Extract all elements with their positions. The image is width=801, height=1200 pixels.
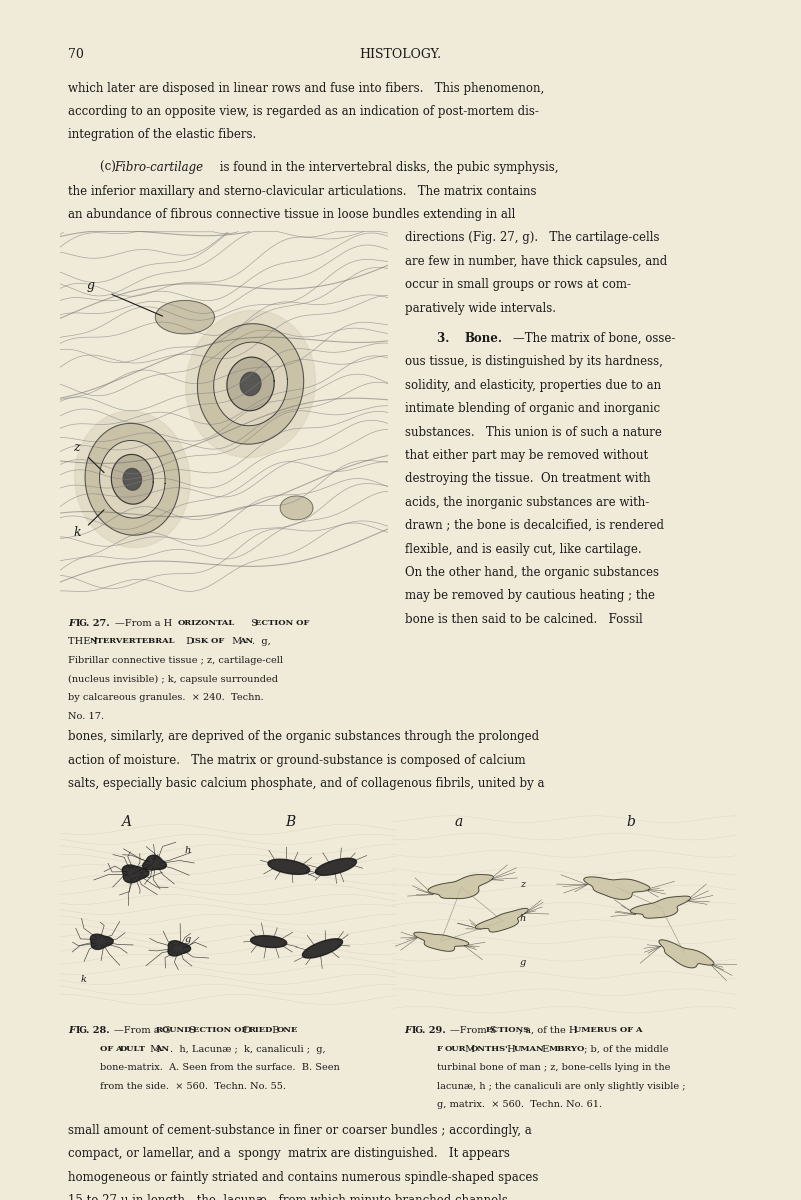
Text: drawn ; the bone is decalcified, is rendered: drawn ; the bone is decalcified, is rend… [405, 520, 663, 532]
Text: is found in the intervertebral disks, the pubic symphysis,: is found in the intervertebral disks, th… [216, 161, 559, 174]
Text: ous tissue, is distinguished by its hardness,: ous tissue, is distinguished by its hard… [405, 355, 662, 368]
Text: —From S: —From S [450, 1026, 497, 1034]
Text: IG: IG [412, 1026, 424, 1034]
Text: .  g,: . g, [252, 637, 271, 647]
Text: Fibro-cartilage: Fibro-cartilage [115, 161, 203, 174]
Text: OUR: OUR [445, 1044, 466, 1052]
Text: DULT: DULT [119, 1044, 145, 1052]
Text: D: D [183, 637, 194, 647]
Text: 3.: 3. [437, 332, 457, 344]
Text: solidity, and elasticity, properties due to an: solidity, and elasticity, properties due… [405, 379, 661, 391]
Text: . 28.: . 28. [86, 1026, 109, 1034]
Text: (c): (c) [100, 161, 123, 174]
Text: lacunæ, h ; the canaliculi are only slightly visible ;: lacunæ, h ; the canaliculi are only slig… [437, 1081, 685, 1091]
Text: intimate blending of organic and inorganic: intimate blending of organic and inorgan… [405, 402, 660, 415]
Text: ROUND: ROUND [155, 1026, 191, 1034]
Text: (nucleus invisible) ; k, capsule surrounded: (nucleus invisible) ; k, capsule surroun… [68, 674, 278, 684]
Text: NTERVERTEBRAL: NTERVERTEBRAL [90, 637, 175, 646]
Text: according to an opposite view, is regarded as an indication of post-mortem dis-: according to an opposite view, is regard… [68, 104, 539, 118]
Text: the inferior maxillary and sterno-clavicular articulations.   The matrix contain: the inferior maxillary and sterno-clavic… [68, 185, 537, 198]
Text: M: M [147, 1044, 160, 1054]
Text: F: F [405, 1026, 412, 1034]
Text: 70: 70 [68, 48, 84, 61]
Text: S: S [186, 1026, 195, 1034]
Text: D: D [240, 1026, 252, 1034]
Text: RIED: RIED [248, 1026, 272, 1034]
Text: that either part may be removed without: that either part may be removed without [405, 449, 648, 462]
Text: Bone.: Bone. [465, 332, 502, 344]
Text: M: M [229, 637, 243, 647]
Text: flexible, and is easily cut, like cartilage.: flexible, and is easily cut, like cartil… [405, 542, 641, 556]
Text: F: F [437, 1044, 442, 1052]
Text: ONTHS': ONTHS' [471, 1044, 509, 1052]
Text: M: M [462, 1044, 476, 1054]
Text: . 29.: . 29. [422, 1026, 445, 1034]
Text: acids, the inorganic substances are with-: acids, the inorganic substances are with… [405, 496, 649, 509]
Text: —The matrix of bone, osse-: —The matrix of bone, osse- [513, 332, 675, 344]
Text: . 27.: . 27. [86, 619, 109, 628]
Text: AN: AN [239, 637, 253, 646]
Text: , a, of the H: , a, of the H [519, 1026, 578, 1034]
Text: H: H [504, 1044, 516, 1054]
Text: by calcareous granules.  × 240.  Techn.: by calcareous granules. × 240. Techn. [68, 694, 264, 702]
Text: turbinal bone of man ; z, bone-cells lying in the: turbinal bone of man ; z, bone-cells lyi… [437, 1063, 670, 1072]
Text: On the other hand, the organic substances: On the other hand, the organic substance… [405, 566, 658, 578]
Text: may be removed by cautious heating ; the: may be removed by cautious heating ; the [405, 589, 654, 602]
Text: homogeneous or faintly striated and contains numerous spindle-shaped spaces: homogeneous or faintly striated and cont… [68, 1170, 538, 1183]
Text: destroying the tissue.  On treatment with: destroying the tissue. On treatment with [405, 473, 650, 485]
Text: from the side.  × 560.  Techn. No. 55.: from the side. × 560. Techn. No. 55. [100, 1081, 286, 1091]
Text: ISK OF: ISK OF [191, 637, 224, 646]
Text: action of moisture.   The matrix or ground-substance is composed of calcium: action of moisture. The matrix or ground… [68, 754, 525, 767]
Text: 15 to 27 μ in length—the  lacunæ—from which minute branched channels—: 15 to 27 μ in length—the lacunæ—from whi… [68, 1194, 520, 1200]
Text: g, matrix.  × 560.  Techn. No. 61.: g, matrix. × 560. Techn. No. 61. [437, 1100, 602, 1109]
Text: compact, or lamellar, and a  spongy  matrix are distinguished.   It appears: compact, or lamellar, and a spongy matri… [68, 1147, 510, 1160]
Text: —From a G: —From a G [114, 1026, 170, 1034]
Text: IG: IG [75, 619, 87, 628]
Text: integration of the elastic fibers.: integration of the elastic fibers. [68, 128, 256, 142]
Text: F: F [68, 619, 75, 628]
Text: Fibrillar connective tissue ; z, cartilage-cell: Fibrillar connective tissue ; z, cartila… [68, 656, 283, 665]
Text: substances.   This union is of such a nature: substances. This union is of such a natu… [405, 426, 662, 438]
Text: salts, especially basic calcium phosphate, and of collagenous fibrils, united by: salts, especially basic calcium phosphat… [68, 778, 545, 791]
Text: are few in number, have thick capsules, and: are few in number, have thick capsules, … [405, 254, 666, 268]
Text: paratively wide intervals.: paratively wide intervals. [405, 301, 556, 314]
Text: IG: IG [75, 1026, 87, 1034]
Text: ECTIONS: ECTIONS [485, 1026, 529, 1034]
Text: S: S [248, 619, 257, 628]
Text: UMERUS OF A: UMERUS OF A [574, 1026, 642, 1034]
Text: .  h, Lacunæ ;  k, canaliculi ;  g,: . h, Lacunæ ; k, canaliculi ; g, [170, 1044, 325, 1054]
Text: —From a H: —From a H [115, 619, 171, 628]
Text: ORIZONTAL: ORIZONTAL [178, 619, 235, 626]
Text: directions (Fig. 27, g).   The cartilage-cells: directions (Fig. 27, g). The cartilage-c… [405, 232, 659, 245]
Text: ECTION OF: ECTION OF [255, 619, 309, 626]
Text: occur in small groups or rows at com-: occur in small groups or rows at com- [405, 278, 630, 292]
Text: ECTION OF: ECTION OF [193, 1026, 248, 1034]
Text: ONE: ONE [276, 1026, 298, 1034]
Text: bones, similarly, are deprived of the organic substances through the prolonged: bones, similarly, are deprived of the or… [68, 731, 539, 744]
Text: bone is then said to be calcined.   Fossil: bone is then said to be calcined. Fossil [405, 613, 642, 625]
Text: which later are disposed in linear rows and fuse into fibers.   This phenomenon,: which later are disposed in linear rows … [68, 82, 545, 95]
Text: ; b, of the middle: ; b, of the middle [581, 1044, 668, 1054]
Text: HISTOLOGY.: HISTOLOGY. [360, 48, 441, 61]
Text: OF A: OF A [100, 1044, 123, 1052]
Text: UMAN: UMAN [513, 1044, 544, 1052]
Text: THE I: THE I [68, 637, 98, 647]
Text: B: B [269, 1026, 280, 1034]
Text: small amount of cement-substance in finer or coarser bundles ; accordingly, a: small amount of cement-substance in fine… [68, 1123, 532, 1136]
Text: bone-matrix.  A. Seen from the surface.  B. Seen: bone-matrix. A. Seen from the surface. B… [100, 1063, 340, 1072]
Text: AN: AN [155, 1044, 170, 1052]
Text: MBRYO: MBRYO [549, 1044, 585, 1052]
Text: No. 17.: No. 17. [68, 712, 104, 721]
Text: E: E [539, 1044, 549, 1054]
Text: F: F [68, 1026, 75, 1034]
Text: an abundance of fibrous connective tissue in loose bundles extending in all: an abundance of fibrous connective tissu… [68, 208, 516, 221]
